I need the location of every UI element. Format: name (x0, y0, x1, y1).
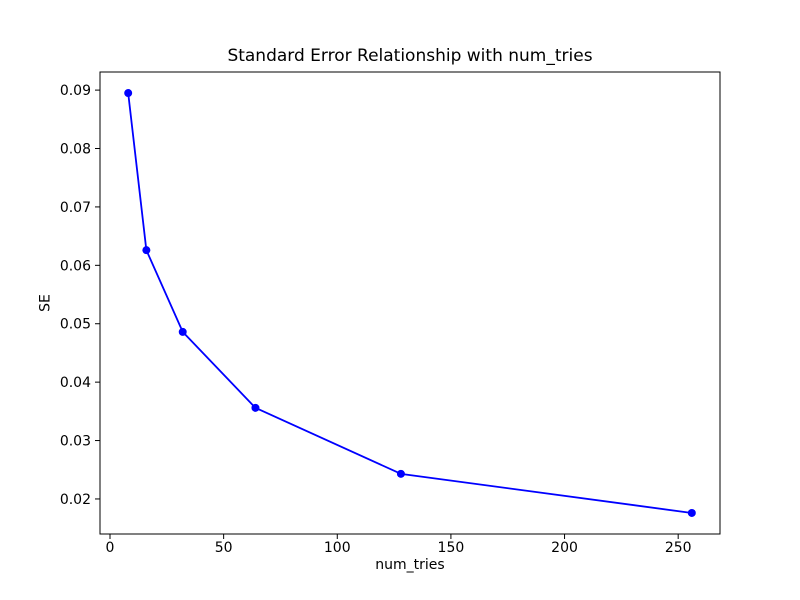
data-point-marker (124, 89, 133, 98)
data-point-marker (251, 403, 260, 412)
data-point-marker (396, 469, 405, 478)
x-tick-label: 150 (438, 540, 465, 556)
x-tick-label: 0 (106, 540, 115, 556)
chart-title: Standard Error Relationship with num_tri… (227, 46, 593, 66)
data-point-marker (142, 246, 151, 255)
x-axis-label: num_tries (375, 557, 445, 573)
y-tick-label: 0.05 (60, 317, 91, 333)
y-tick-label: 0.09 (60, 83, 91, 99)
axes-spines (99, 71, 721, 535)
y-axis-label: SE (37, 294, 54, 312)
se-line-series (127, 92, 693, 514)
y-tick-label: 0.03 (60, 434, 91, 450)
data-point-marker (687, 508, 696, 517)
y-tick-label: 0.04 (60, 375, 91, 391)
x-tick-label: 100 (324, 540, 351, 556)
y-tick-label: 0.02 (60, 492, 91, 508)
x-tick-label: 50 (215, 540, 233, 556)
data-point-marker (178, 327, 187, 336)
y-tick-label: 0.08 (60, 142, 91, 158)
y-tick-label: 0.06 (60, 258, 91, 274)
x-tick-label: 200 (551, 540, 578, 556)
x-tick-label: 250 (665, 540, 692, 556)
y-tick-label: 0.07 (60, 200, 91, 216)
